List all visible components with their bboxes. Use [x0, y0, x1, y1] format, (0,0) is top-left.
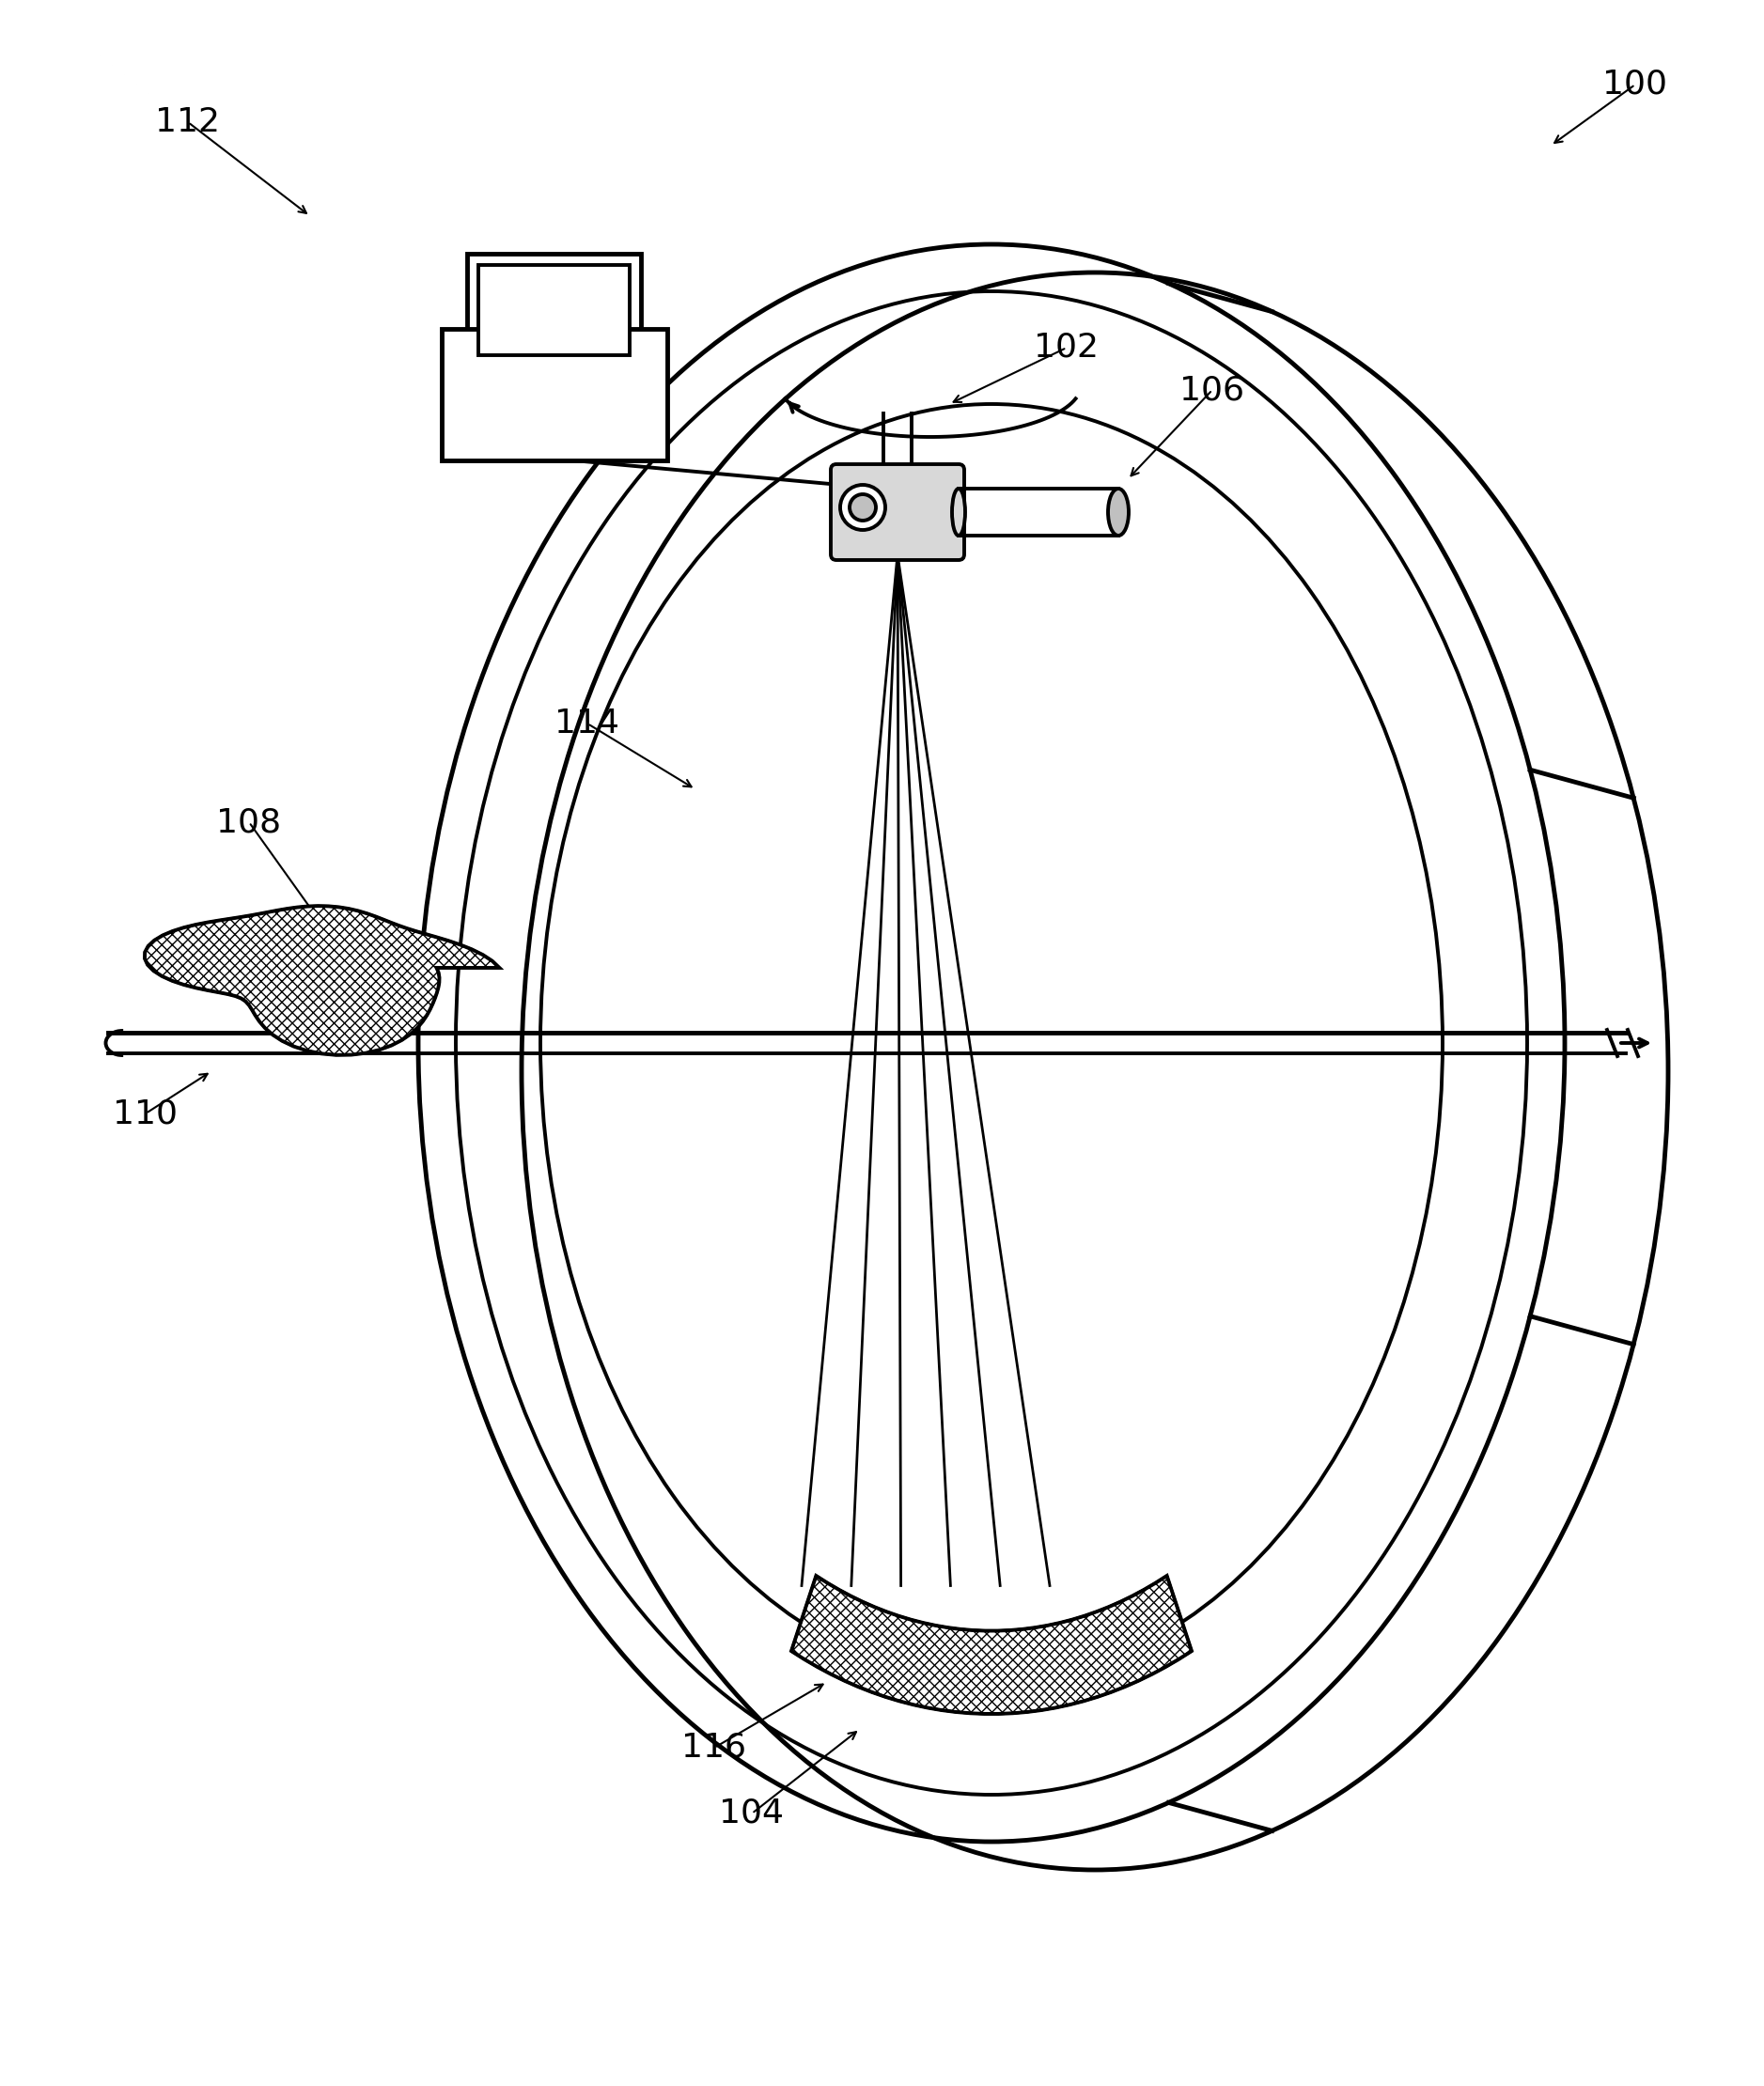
- Circle shape: [850, 494, 877, 522]
- Polygon shape: [145, 905, 499, 1056]
- Ellipse shape: [1108, 488, 1129, 536]
- FancyBboxPatch shape: [441, 330, 667, 461]
- FancyBboxPatch shape: [467, 254, 642, 367]
- FancyBboxPatch shape: [831, 465, 965, 559]
- Text: 102: 102: [1034, 332, 1099, 363]
- Text: 100: 100: [1603, 69, 1667, 100]
- Text: 110: 110: [113, 1097, 178, 1129]
- Polygon shape: [792, 1575, 1192, 1715]
- Text: 106: 106: [1180, 373, 1245, 407]
- Text: 112: 112: [155, 106, 220, 138]
- FancyBboxPatch shape: [478, 265, 630, 355]
- Text: 114: 114: [556, 707, 619, 741]
- Ellipse shape: [953, 488, 965, 536]
- Text: 108: 108: [217, 805, 282, 839]
- Text: 116: 116: [683, 1731, 746, 1763]
- Text: 104: 104: [720, 1798, 785, 1829]
- Circle shape: [840, 484, 886, 530]
